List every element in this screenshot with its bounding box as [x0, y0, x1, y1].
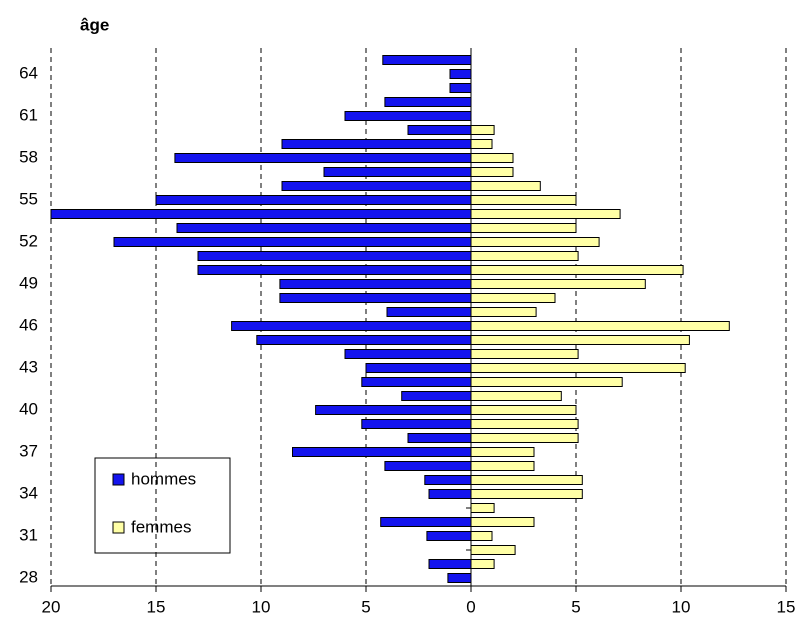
bar: [384, 461, 472, 471]
x-tick-label: 15: [777, 597, 796, 616]
bar: [386, 307, 472, 317]
bar: [470, 195, 577, 205]
bar: [281, 181, 472, 191]
bar: [470, 265, 684, 275]
bar: [470, 293, 556, 303]
legend-label: hommes: [131, 469, 196, 488]
bar: [470, 391, 562, 401]
bar: [470, 153, 514, 163]
bar: [279, 279, 472, 289]
bar: [470, 433, 579, 443]
bar: [470, 223, 577, 233]
y-tick-label: 37: [19, 441, 38, 460]
bar: [470, 251, 579, 261]
bar: [344, 111, 472, 121]
bar: [470, 139, 493, 149]
bar: [470, 167, 514, 177]
bar: [447, 573, 472, 583]
bar: [470, 335, 690, 345]
bar: [424, 475, 472, 485]
bar: [449, 69, 472, 79]
y-tick-label: 55: [19, 189, 38, 208]
x-tick-label: 15: [147, 597, 166, 616]
x-tick-label: 0: [466, 597, 475, 616]
bar: [470, 237, 600, 247]
y-tick-label: 46: [19, 315, 38, 334]
x-tick-label: 5: [571, 597, 580, 616]
x-tick-label: 10: [252, 597, 271, 616]
bar: [470, 447, 535, 457]
bar: [428, 489, 472, 499]
bar: [292, 447, 472, 457]
bar: [361, 419, 472, 429]
y-tick-label: 31: [19, 525, 38, 544]
bar: [470, 181, 541, 191]
x-tick-label: 10: [672, 597, 691, 616]
bar: [470, 405, 577, 415]
y-tick-label: 40: [19, 399, 38, 418]
y-tick-label: 43: [19, 357, 38, 376]
bar: [407, 433, 472, 443]
bar: [470, 461, 535, 471]
bar: [470, 279, 646, 289]
bar: [256, 335, 472, 345]
bar: [50, 209, 472, 219]
bar: [361, 377, 472, 387]
y-tick-label: 34: [19, 483, 38, 502]
bar: [384, 97, 472, 107]
bar: [176, 223, 472, 233]
bar: [470, 321, 730, 331]
bar: [470, 559, 495, 569]
bar: [470, 125, 495, 135]
bar: [407, 125, 472, 135]
bar: [428, 559, 472, 569]
bar: [470, 419, 579, 429]
y-tick-label: 28: [19, 567, 38, 586]
bar: [197, 265, 472, 275]
bar: [281, 139, 472, 149]
bar: [470, 209, 621, 219]
bar: [197, 251, 472, 261]
bar: [113, 237, 472, 247]
bar: [382, 55, 472, 65]
bar: [155, 195, 472, 205]
bar: [470, 531, 493, 541]
bar: [449, 83, 472, 93]
bar: [470, 545, 516, 555]
bar: [231, 321, 472, 331]
legend-swatch: [112, 473, 125, 486]
bar: [470, 517, 535, 527]
bar: [344, 349, 472, 359]
y-tick-label: 61: [19, 105, 38, 124]
bar: [470, 475, 583, 485]
legend-label: femmes: [131, 517, 191, 536]
y-tick-label: 52: [19, 231, 38, 250]
y-tick-label: 58: [19, 147, 38, 166]
x-tick-label: 20: [42, 597, 61, 616]
y-axis-title: âge: [80, 15, 109, 34]
bar: [401, 391, 472, 401]
bar: [323, 167, 472, 177]
legend-swatch: [112, 521, 125, 534]
bar: [470, 307, 537, 317]
bar: [279, 293, 472, 303]
bar: [174, 153, 472, 163]
bar: [470, 349, 579, 359]
bar: [365, 363, 472, 373]
y-tick-label: 49: [19, 273, 38, 292]
bar: [470, 503, 495, 513]
x-tick-label: 5: [361, 597, 370, 616]
bar: [470, 377, 623, 387]
bar: [470, 489, 583, 499]
bar: [315, 405, 472, 415]
y-tick-label: 64: [19, 63, 38, 82]
bar: [380, 517, 472, 527]
bar: [426, 531, 472, 541]
bar: [470, 363, 686, 373]
